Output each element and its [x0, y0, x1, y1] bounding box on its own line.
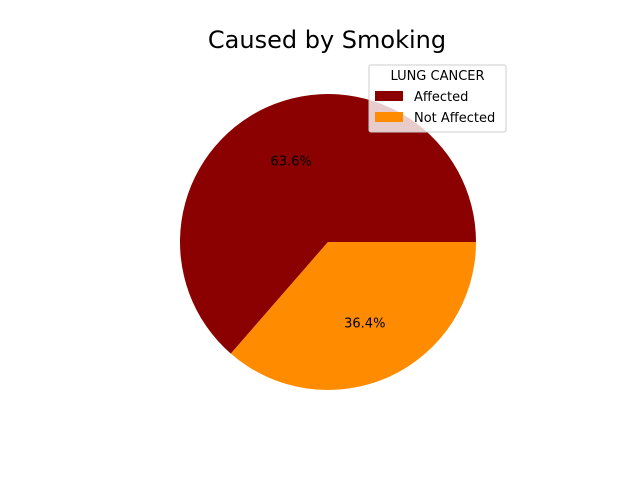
- percent-labels: 63.6% 36.4%: [271, 155, 386, 332]
- legend-label-not-affected: Not Affected: [414, 111, 495, 126]
- legend-label-affected: Affected: [414, 90, 468, 105]
- pie-slice-not-affected: [230, 242, 476, 391]
- legend-swatch-not-affected: [375, 112, 403, 122]
- percent-label-not-affected: 36.4%: [344, 316, 385, 331]
- legend-title: LUNG CANCER: [390, 69, 484, 84]
- pie-slice-affected: [180, 94, 476, 354]
- pie-slices: [180, 94, 476, 391]
- legend-frame: [368, 64, 507, 133]
- legend: LUNG CANCER Affected Not Affected: [368, 64, 507, 133]
- percent-label-affected: 63.6%: [271, 155, 312, 170]
- chart-title: Caused by Smoking: [208, 26, 446, 54]
- legend-swatch-affected: [375, 91, 403, 101]
